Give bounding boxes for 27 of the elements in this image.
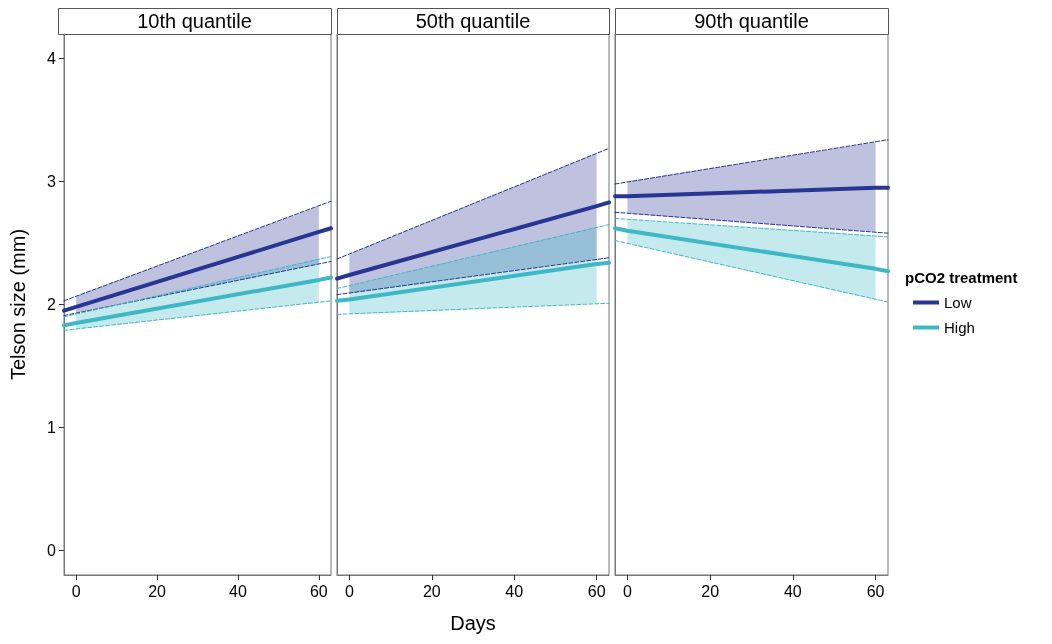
y-tick-label: 0 [47,541,57,559]
y-tick-label: 4 [47,50,57,68]
x-axis-title: Days [450,612,496,634]
legend-label: High [944,319,975,336]
chart-title: 50th quantile [415,10,531,32]
legend-label: Low [944,294,972,311]
legend-title: pCO2 treatment [905,269,1018,286]
y-tick-label: 1 [47,418,57,436]
x-tick-label: 40 [505,582,524,600]
y-tick-label: 3 [47,173,57,191]
x-tick-label: 40 [229,582,247,600]
y-tick-label: 2 [47,296,57,313]
chart-title: 10th quantile [137,10,252,32]
x-tick-label: 60 [866,582,885,600]
line-series [62,226,333,313]
x-tick-label: 20 [701,582,720,600]
x-tick-label: 0 [71,582,81,600]
x-tick-label: 20 [422,582,441,600]
x-tick-label: 40 [783,582,802,600]
x-tick-label: 60 [587,582,606,600]
x-tick-label: 20 [148,582,167,600]
x-tick-label: 0 [344,582,354,600]
x-tick-label: 60 [309,582,328,600]
chart-title: 90th quantile [694,10,809,32]
y-axis-title: Telson size (mm) [7,228,29,381]
line-series [62,275,333,328]
x-tick-label: 0 [622,582,632,600]
